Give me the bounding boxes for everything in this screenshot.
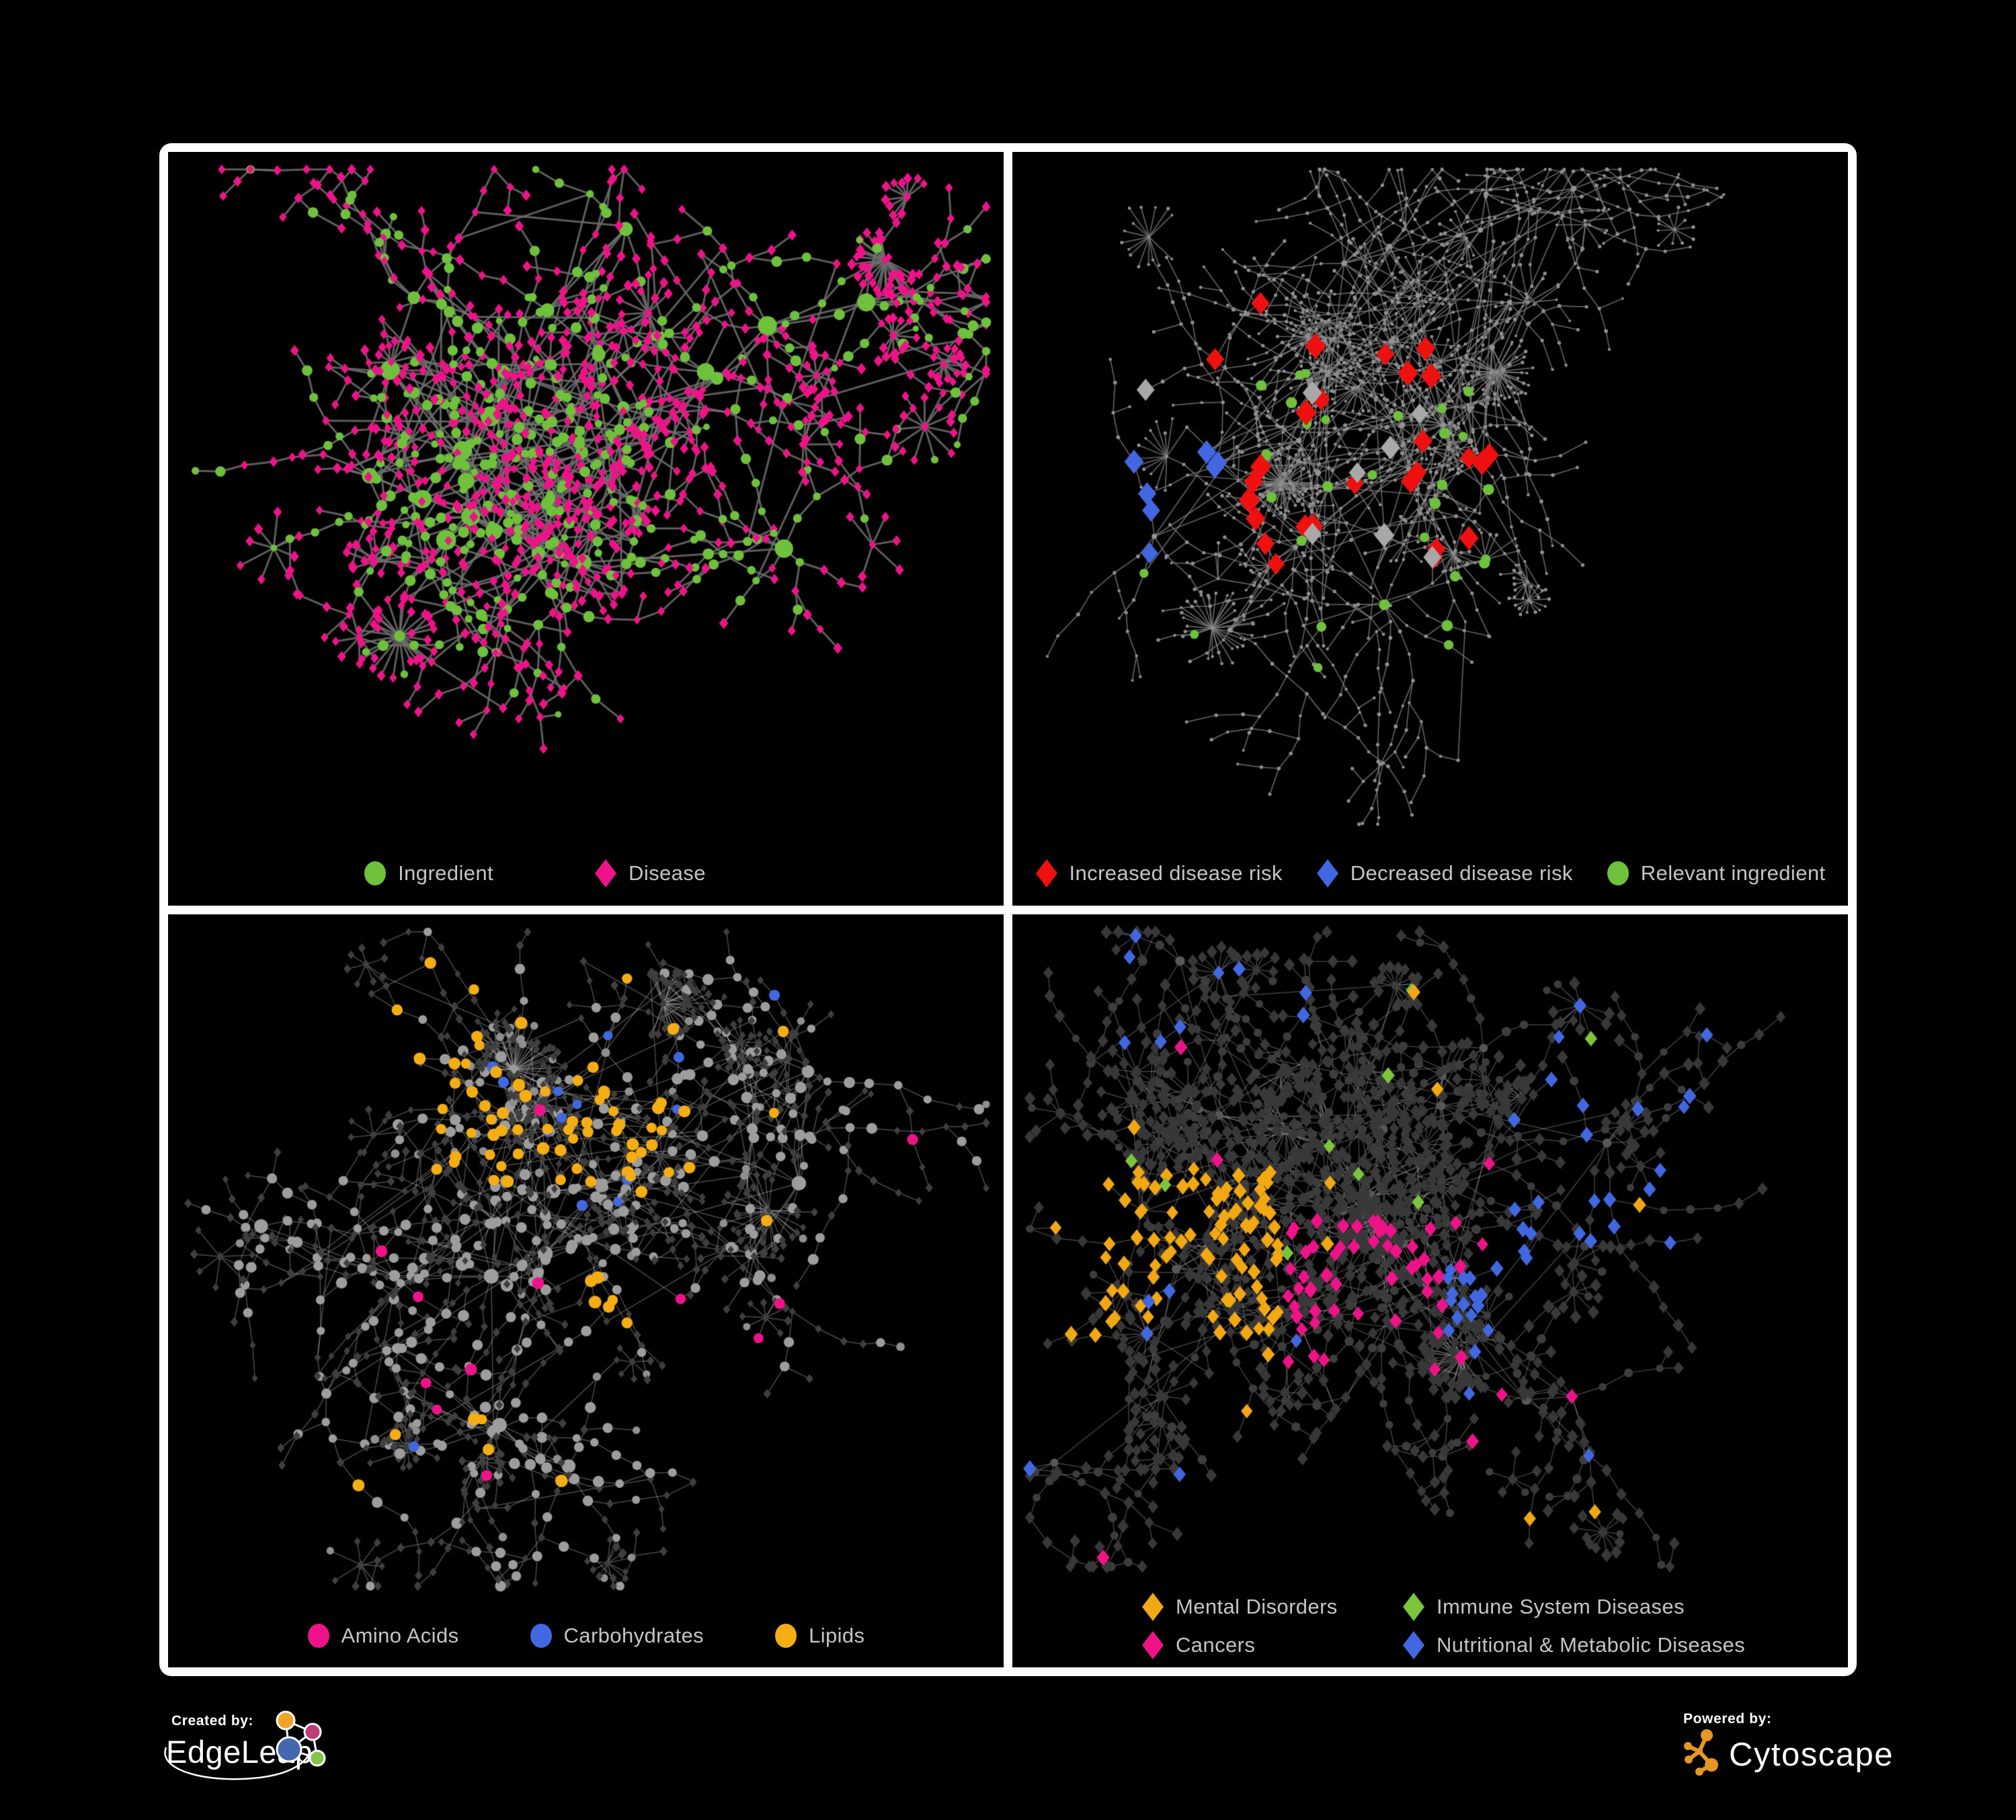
circle-marker-icon bbox=[530, 1623, 552, 1648]
diamond-marker-icon bbox=[595, 859, 617, 887]
circle-marker-icon bbox=[1607, 861, 1629, 885]
legend-item-disease: Disease bbox=[594, 859, 706, 887]
legend-item-mental-disorders: Mental Disorders bbox=[1141, 1592, 1402, 1621]
network-canvas-ingredient-disease bbox=[168, 152, 1004, 842]
network-canvas-disease-categories bbox=[1012, 914, 1848, 1584]
panel-macronutrients: Amino Acids Carbohydrates Lipids bbox=[168, 914, 1004, 1667]
legend-disease-risk: Increased disease risk Decreased disease … bbox=[1012, 842, 1848, 906]
edgeleap-swoosh bbox=[164, 1747, 311, 1780]
legend-label: Carbohydrates bbox=[563, 1623, 704, 1647]
powered-by-block: Powered by: Cytoscape bbox=[1683, 1711, 1905, 1805]
edgeleap-node-blue bbox=[276, 1736, 303, 1763]
network-canvas-disease-risk bbox=[1012, 152, 1848, 842]
edgeleap-logo-icon bbox=[164, 1710, 326, 1780]
network-canvas-macronutrients bbox=[168, 914, 1004, 1604]
panel-disease-risk: Increased disease risk Decreased disease … bbox=[1012, 152, 1848, 906]
circle-marker-icon bbox=[364, 861, 387, 885]
powered-by-label: Powered by: bbox=[1683, 1711, 1772, 1727]
panel-disease-categories: Mental Disorders Immune System Diseases Ca… bbox=[1012, 914, 1848, 1667]
diamond-marker-icon bbox=[1142, 1592, 1164, 1621]
legend-label: Immune System Diseases bbox=[1437, 1594, 1685, 1618]
legend-item-ingredient: Ingredient bbox=[364, 859, 493, 887]
network-view-macronutrients bbox=[168, 914, 1004, 1604]
cytoscape-logo-icon bbox=[1684, 1729, 1718, 1776]
diamond-marker-icon bbox=[1142, 1630, 1164, 1659]
circle-marker-icon bbox=[307, 1623, 329, 1648]
panel-ingredient-disease: Ingredient Disease bbox=[168, 152, 1004, 906]
diamond-marker-icon bbox=[1403, 1592, 1424, 1621]
edgeleap-node-magenta bbox=[303, 1723, 322, 1741]
legend-item-lipids: Lipids bbox=[774, 1622, 864, 1650]
created-by-label: Created by: bbox=[171, 1713, 254, 1729]
diamond-marker-icon bbox=[1035, 859, 1057, 887]
legend-label: Mental Disorders bbox=[1176, 1594, 1338, 1618]
legend-ingredient-disease: Ingredient Disease bbox=[168, 842, 953, 906]
legend-disease-categories: Mental Disorders Immune System Diseases Ca… bbox=[1012, 1584, 1848, 1667]
legend-label: Ingredient bbox=[398, 861, 494, 885]
panel-grid: Ingredient Disease Increased disease risk… bbox=[159, 143, 1857, 1676]
legend-item-decreased-disease-risk: Decreased disease risk bbox=[1316, 859, 1573, 887]
legend-label: Increased disease risk bbox=[1069, 861, 1283, 885]
network-view-ingredient-disease bbox=[168, 152, 1004, 842]
legend-label: Cancers bbox=[1176, 1632, 1256, 1657]
legend-item-cancers: Cancers bbox=[1141, 1630, 1402, 1659]
diamond-marker-icon bbox=[1403, 1630, 1424, 1659]
legend-item-immune-system-diseases: Immune System Diseases bbox=[1402, 1592, 1745, 1621]
diamond-marker-icon bbox=[1316, 859, 1338, 887]
legend-item-increased-disease-risk: Increased disease risk bbox=[1035, 859, 1283, 887]
legend-label: Decreased disease risk bbox=[1350, 861, 1573, 885]
edgeleap-node-orange bbox=[276, 1710, 296, 1731]
legend-label: Nutritional & Metabolic Diseases bbox=[1437, 1632, 1746, 1657]
legend-label: Disease bbox=[629, 861, 706, 885]
circle-marker-icon bbox=[775, 1623, 797, 1648]
edgeleap-node-green bbox=[309, 1749, 326, 1767]
cytoscape-wordmark: Cytoscape bbox=[1729, 1737, 1894, 1773]
network-view-disease-categories bbox=[1012, 914, 1848, 1584]
legend-item-amino-acids: Amino Acids bbox=[307, 1622, 459, 1650]
legend-item-relevant-ingredient: Relevant ingredient bbox=[1607, 859, 1826, 887]
created-by-block: Created by: EdgeLeap bbox=[163, 1710, 405, 1814]
legend-label: Amino Acids bbox=[341, 1623, 459, 1647]
network-view-disease-risk bbox=[1012, 152, 1848, 842]
legend-item-nutritional-metabolic-diseases: Nutritional & Metabolic Diseases bbox=[1402, 1630, 1746, 1659]
legend-item-carbohydrates: Carbohydrates bbox=[530, 1622, 704, 1650]
legend-macronutrients: Amino Acids Carbohydrates Lipids bbox=[168, 1604, 1004, 1667]
legend-label: Relevant ingredient bbox=[1640, 861, 1826, 885]
legend-label: Lipids bbox=[809, 1623, 865, 1647]
